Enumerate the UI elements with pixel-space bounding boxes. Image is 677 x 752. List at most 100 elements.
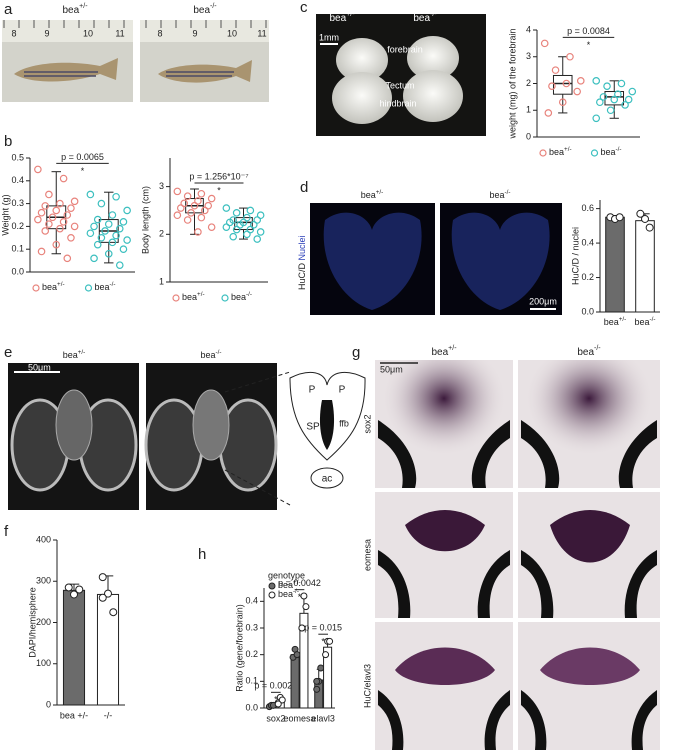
region-label: hindbrain (379, 98, 416, 108)
data-point (173, 187, 182, 196)
data-point (317, 664, 325, 672)
y-tick-label: 0.4 (11, 175, 24, 185)
data-point (63, 211, 72, 219)
data-point (109, 608, 118, 617)
genotype-label: bea+/- (62, 3, 88, 15)
panel-label: a (4, 1, 13, 18)
data-point (101, 227, 109, 235)
data-point (123, 236, 131, 244)
data-point (41, 227, 50, 235)
data-point (67, 234, 75, 242)
data-point (183, 192, 192, 200)
y-axis-label: DAPI/hemisphere (27, 587, 37, 658)
data-point (34, 165, 42, 174)
data-point (56, 199, 64, 208)
data-point (104, 249, 113, 258)
y-tick-label: 0.0 (11, 266, 24, 276)
data-point (197, 213, 206, 222)
panel-label: c (300, 0, 308, 16)
y-tick-label: 0.3 (11, 198, 24, 208)
data-point (207, 194, 216, 203)
row-label: HuC/elavl3 (362, 664, 372, 708)
scale-label: 50μm (380, 364, 403, 374)
data-point (222, 204, 231, 212)
data-point (544, 109, 553, 117)
bar (323, 646, 333, 709)
legend-marker (268, 582, 276, 590)
y-axis-label: weight (mg) of the forebrain (507, 28, 517, 139)
y-tick-label: 2 (526, 78, 531, 88)
data-point (112, 192, 120, 201)
data-point (70, 590, 78, 599)
data-point (97, 199, 106, 208)
panel-label: h (198, 546, 206, 563)
y-tick-label: 0.5 (11, 152, 24, 162)
data-point (98, 573, 107, 582)
data-point (246, 206, 255, 215)
legend-label: bea+/- (182, 291, 205, 302)
data-point (548, 82, 556, 90)
data-point (63, 254, 72, 263)
x-tick-label: -/- (104, 710, 113, 720)
data-point (614, 90, 622, 99)
data-point (222, 223, 231, 231)
stain-images (310, 203, 562, 315)
data-point (64, 583, 73, 592)
data-point (243, 230, 251, 239)
y-tick-label: 0.0 (581, 306, 594, 316)
data-point (645, 223, 654, 232)
p-value: p = 0.0065 (61, 152, 104, 162)
panel-label: e (4, 344, 12, 361)
data-point (592, 114, 601, 123)
significance-star: * (217, 185, 221, 195)
data-point (624, 95, 633, 104)
data-point (59, 174, 68, 183)
ruler-number: 8 (157, 28, 162, 38)
data-point (326, 637, 334, 645)
scale-label: 200μm (529, 296, 557, 306)
y-tick-label: 3 (159, 181, 164, 191)
legend-label: bea-/- (601, 146, 622, 157)
y-tick-label: 0.4 (581, 237, 594, 247)
legend-title: genotype (268, 570, 305, 580)
data-point (75, 585, 84, 594)
legend-label: bea-/- (278, 588, 299, 599)
data-point (615, 213, 624, 222)
panel-label: b (4, 133, 12, 150)
genotype-label: bea-/- (413, 11, 437, 23)
y-tick-label: 300 (36, 576, 51, 586)
data-point (300, 592, 308, 600)
data-point (190, 201, 199, 210)
data-point (636, 209, 645, 218)
significance-star: * (274, 695, 278, 705)
dapi-images (8, 363, 366, 510)
genotype-label: bea+/- (329, 11, 355, 23)
data-point (302, 603, 310, 611)
data-point (200, 206, 209, 215)
row-label: sox2 (362, 414, 372, 433)
y-axis-label: HuC/D / nuclei (570, 227, 580, 285)
data-point (183, 216, 192, 224)
scale-label: 1mm (319, 32, 339, 42)
p-value: p = 1.256*10⁻⁷ (189, 171, 248, 181)
data-point (194, 228, 202, 236)
legend-marker (268, 591, 276, 599)
data-point (274, 700, 282, 708)
data-point (596, 98, 604, 107)
bar (299, 612, 309, 709)
legend-marker (590, 149, 599, 157)
data-point (229, 232, 238, 241)
data-point (253, 235, 262, 243)
data-point (104, 589, 112, 598)
region-label: Tectum (385, 80, 414, 90)
y-axis-label: Body length (cm) (140, 186, 150, 254)
data-point (97, 234, 106, 242)
data-point (540, 39, 549, 48)
data-point (90, 222, 98, 231)
data-point (176, 204, 185, 212)
data-point (293, 651, 301, 659)
y-tick-label: 0.2 (581, 272, 594, 282)
data-point (93, 215, 102, 224)
legend-label: bea-/- (231, 291, 252, 302)
